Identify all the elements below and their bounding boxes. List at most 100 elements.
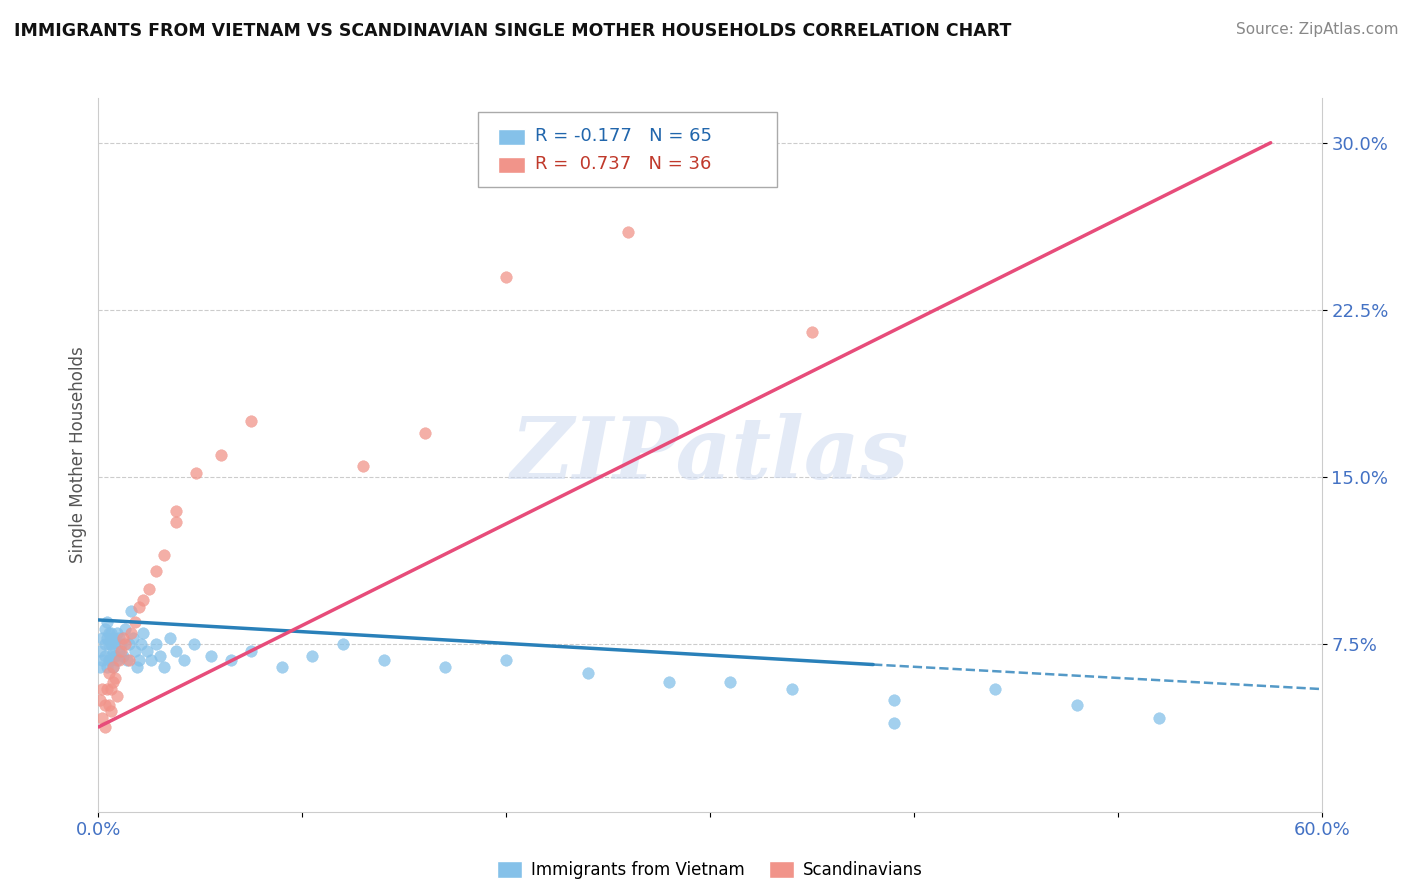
Point <box>93 637 115 651</box>
Point <box>89 644 111 658</box>
Point <box>145 637 167 651</box>
Point <box>114 637 136 651</box>
Point <box>89 660 111 674</box>
Point <box>124 615 146 630</box>
Point <box>93 648 115 663</box>
Point <box>136 644 159 658</box>
Point <box>96 631 118 645</box>
Point <box>120 604 142 618</box>
Point <box>270 660 294 674</box>
Point <box>97 698 120 712</box>
Point <box>91 631 114 645</box>
Point <box>373 653 395 667</box>
Point <box>332 637 354 651</box>
Point <box>132 626 155 640</box>
Bar <box>498 128 526 145</box>
Point <box>129 637 152 651</box>
Point <box>111 631 134 645</box>
Point <box>89 693 111 707</box>
Y-axis label: Single Mother Households: Single Mother Households <box>69 347 87 563</box>
Point <box>100 637 122 651</box>
Point <box>97 666 120 681</box>
Point <box>152 548 174 563</box>
Point <box>104 635 127 649</box>
Point <box>105 626 128 640</box>
Point <box>122 631 145 645</box>
Point <box>111 648 134 663</box>
Point <box>100 705 122 719</box>
Legend: Immigrants from Vietnam, Scandinavians: Immigrants from Vietnam, Scandinavians <box>491 854 929 886</box>
Point <box>219 653 242 667</box>
Point <box>127 660 149 674</box>
Point <box>97 637 120 651</box>
Point <box>149 648 172 663</box>
Point <box>108 653 131 667</box>
Point <box>617 225 640 239</box>
Point <box>100 648 122 663</box>
Point <box>101 675 124 690</box>
Point <box>118 637 141 651</box>
Point <box>434 660 457 674</box>
Point <box>658 675 681 690</box>
Point <box>780 681 803 696</box>
Point <box>240 414 263 429</box>
Point <box>105 689 128 703</box>
Point <box>165 644 187 658</box>
Point <box>104 671 127 685</box>
Point <box>96 660 118 674</box>
Text: R =  0.737   N = 36: R = 0.737 N = 36 <box>536 155 711 173</box>
Point <box>128 599 150 614</box>
Point <box>186 466 208 480</box>
Point <box>1147 711 1170 725</box>
Point <box>183 637 205 651</box>
Point <box>101 660 124 674</box>
Point <box>108 644 131 658</box>
Point <box>165 515 187 529</box>
Point <box>124 644 146 658</box>
Point <box>145 564 167 578</box>
Point <box>120 626 142 640</box>
Point <box>100 681 122 696</box>
Point <box>91 711 114 725</box>
Point <box>495 269 517 284</box>
Point <box>718 675 742 690</box>
Point <box>93 698 115 712</box>
Point <box>152 660 174 674</box>
Point <box>413 425 436 440</box>
Point <box>101 660 124 674</box>
FancyBboxPatch shape <box>478 112 778 187</box>
Point <box>100 626 122 640</box>
Point <box>100 653 122 667</box>
Point <box>128 653 150 667</box>
Point <box>97 653 120 667</box>
Text: Source: ZipAtlas.com: Source: ZipAtlas.com <box>1236 22 1399 37</box>
Point <box>97 626 120 640</box>
Point <box>96 681 118 696</box>
Point <box>495 653 517 667</box>
Point <box>101 631 124 645</box>
Point <box>883 715 905 730</box>
Point <box>173 653 195 667</box>
Point <box>104 648 127 663</box>
Point <box>240 644 263 658</box>
Point <box>352 459 374 474</box>
Point <box>576 666 599 681</box>
Point <box>108 631 131 645</box>
Point <box>141 653 163 667</box>
Point <box>101 644 124 658</box>
Text: IMMIGRANTS FROM VIETNAM VS SCANDINAVIAN SINGLE MOTHER HOUSEHOLDS CORRELATION CHA: IMMIGRANTS FROM VIETNAM VS SCANDINAVIAN … <box>14 22 1011 40</box>
Point <box>93 622 115 636</box>
Text: ZIPatlas: ZIPatlas <box>510 413 910 497</box>
Point <box>138 582 160 596</box>
Point <box>1066 698 1088 712</box>
Point <box>118 653 141 667</box>
Point <box>93 720 115 734</box>
Point <box>200 648 222 663</box>
Point <box>110 637 132 651</box>
Text: R = -0.177   N = 65: R = -0.177 N = 65 <box>536 127 711 145</box>
Point <box>115 653 138 667</box>
Point <box>110 644 132 658</box>
Point <box>132 592 155 607</box>
Point <box>301 648 323 663</box>
Point <box>159 631 181 645</box>
